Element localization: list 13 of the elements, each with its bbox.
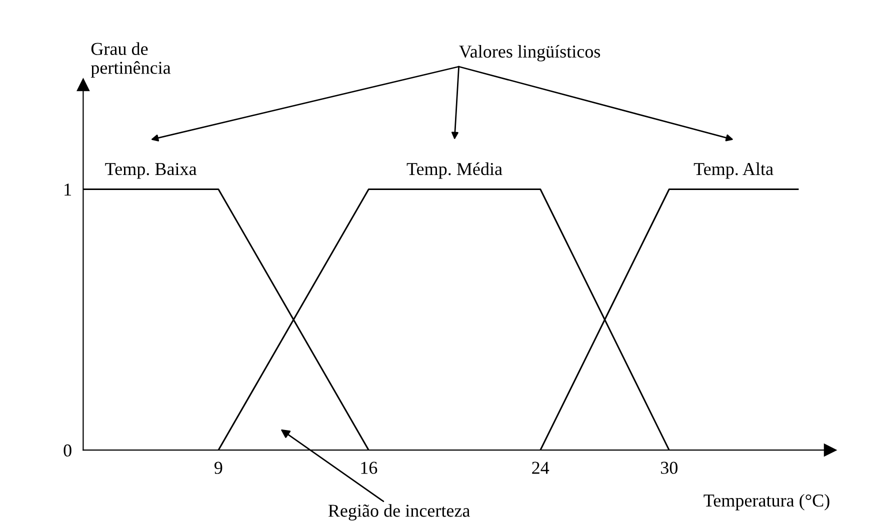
x-tick-label: 24 bbox=[532, 462, 550, 474]
x-tick-label: 30 bbox=[660, 462, 678, 474]
series-label: Temp. Baixa bbox=[105, 163, 197, 179]
series-label: Temp. Média bbox=[406, 162, 502, 179]
y-tick-label: 1 bbox=[64, 184, 71, 196]
x-tick-label: 9 bbox=[214, 462, 222, 474]
text: Valores lingüísticos bbox=[459, 44, 600, 62]
y-axis-title: Grau de pertinência bbox=[90, 42, 171, 78]
x-axis-title: Temperatura (°C) bbox=[704, 494, 830, 510]
series-label: Temp. Alta bbox=[694, 162, 774, 179]
y-tick-label: 0 bbox=[64, 444, 72, 457]
x-tick-label: 16 bbox=[361, 462, 378, 474]
text: Região de incerteza bbox=[328, 504, 470, 521]
